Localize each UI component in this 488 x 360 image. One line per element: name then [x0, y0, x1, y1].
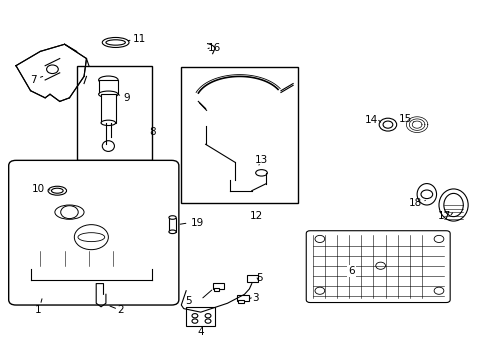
Ellipse shape [48, 186, 66, 195]
Bar [186, 307, 215, 327]
FancyBboxPatch shape [305, 231, 449, 302]
Text: 17: 17 [437, 211, 450, 221]
Bar [214, 288, 219, 291]
Ellipse shape [168, 230, 176, 234]
Ellipse shape [99, 91, 118, 98]
Bar [101, 94, 116, 123]
Circle shape [382, 121, 392, 128]
Ellipse shape [192, 319, 198, 323]
Bar [246, 275, 257, 282]
Circle shape [314, 287, 324, 294]
Circle shape [46, 65, 58, 73]
Bar [212, 283, 223, 289]
Text: 15: 15 [398, 113, 411, 123]
Circle shape [61, 206, 78, 219]
Ellipse shape [51, 188, 63, 193]
Ellipse shape [438, 189, 467, 221]
Ellipse shape [102, 141, 114, 152]
Ellipse shape [443, 193, 462, 217]
Ellipse shape [204, 314, 210, 318]
Ellipse shape [101, 120, 116, 126]
Text: 10: 10 [32, 184, 45, 194]
Text: 19: 19 [191, 218, 204, 228]
Text: 4: 4 [197, 327, 203, 337]
Text: 13: 13 [254, 156, 267, 165]
Text: 5: 5 [256, 273, 263, 283]
Ellipse shape [55, 205, 84, 219]
Text: 11: 11 [132, 34, 145, 44]
Ellipse shape [78, 233, 104, 242]
Circle shape [420, 190, 432, 199]
Ellipse shape [102, 37, 129, 48]
Ellipse shape [99, 76, 118, 84]
Bar [181, 67, 297, 203]
Text: 18: 18 [408, 198, 421, 208]
Ellipse shape [416, 184, 436, 205]
Circle shape [314, 235, 324, 243]
Bar [169, 217, 176, 232]
Circle shape [375, 262, 385, 269]
Bar [238, 300, 244, 303]
Bar [77, 66, 152, 160]
Ellipse shape [168, 216, 176, 219]
Ellipse shape [106, 40, 125, 45]
Text: 14: 14 [364, 115, 377, 125]
Bar [99, 80, 118, 94]
Text: 16: 16 [207, 43, 221, 53]
Text: 8: 8 [149, 127, 156, 137]
Circle shape [74, 225, 108, 249]
Ellipse shape [192, 314, 198, 318]
Ellipse shape [255, 170, 267, 176]
Text: 7: 7 [30, 75, 36, 85]
Text: 6: 6 [347, 266, 354, 276]
Ellipse shape [204, 319, 210, 323]
Text: 3: 3 [251, 293, 258, 303]
Text: 9: 9 [122, 93, 129, 103]
Circle shape [378, 118, 396, 131]
Text: 5: 5 [185, 296, 191, 306]
Text: 2: 2 [117, 305, 123, 315]
Text: 12: 12 [249, 211, 263, 221]
Bar [237, 295, 249, 301]
Circle shape [433, 287, 443, 294]
Text: 1: 1 [35, 305, 41, 315]
Circle shape [433, 235, 443, 243]
FancyBboxPatch shape [9, 160, 179, 305]
